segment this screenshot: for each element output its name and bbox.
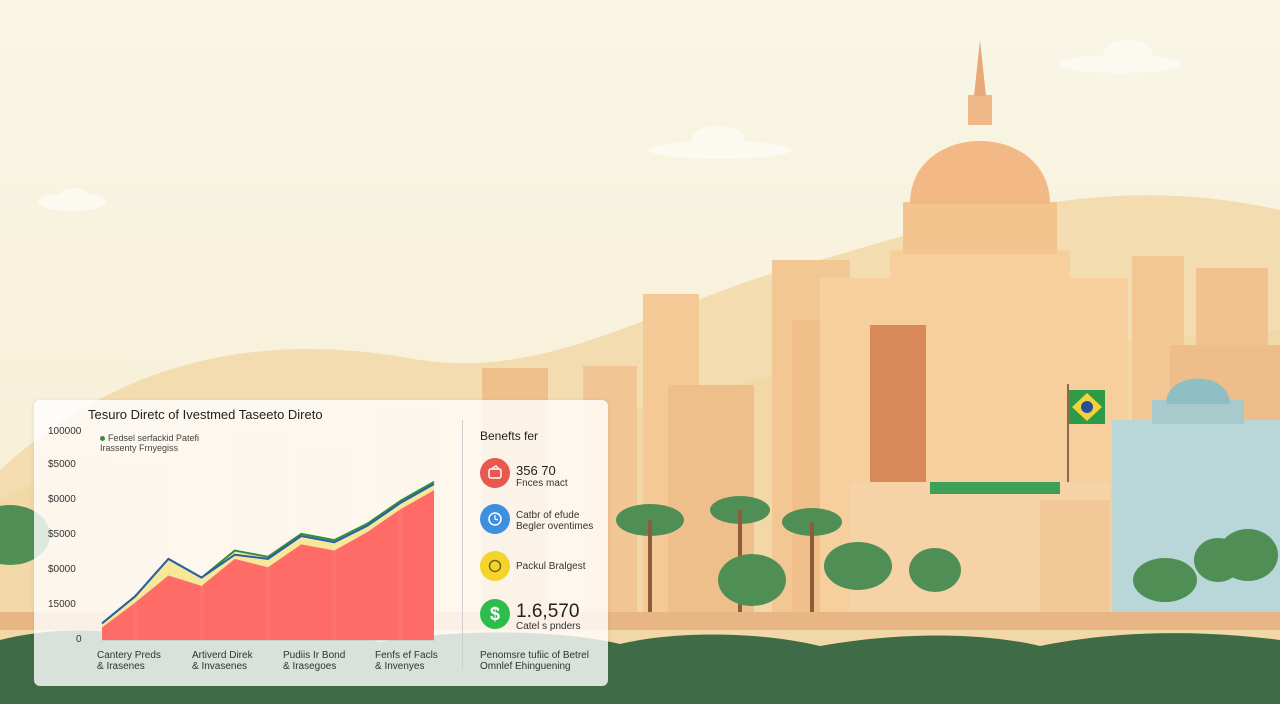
y-tick-label: $0000 xyxy=(48,494,76,505)
coin-icon xyxy=(480,551,510,581)
benefit-value: 356 70 xyxy=(516,463,556,478)
x-tick-label: Cantery Preds & Irasenes xyxy=(97,650,161,672)
grid-band xyxy=(133,432,138,640)
area-series xyxy=(102,490,434,640)
legend-text: Fedsel serfackid Patefi Irassenty Frnyeg… xyxy=(100,433,200,453)
brazil-flag xyxy=(1067,384,1105,490)
palace-building xyxy=(850,482,1110,622)
legend-marker xyxy=(100,436,105,441)
clock-icon xyxy=(480,504,510,534)
capitol-dome xyxy=(890,40,1070,282)
x-tick-label: Fenfs ef Facls & Invenyes xyxy=(375,650,438,672)
grid-band xyxy=(332,432,337,640)
investment-panel: Tesuro Diretc of Ivestmed Taseeto Direto… xyxy=(34,400,608,686)
wallet-icon xyxy=(480,458,510,488)
chart-title: Tesuro Diretc of Ivestmed Taseeto Direto xyxy=(88,407,323,422)
benefits-footnote: Penomsre tufiic of Betrel Omnlef Ehingue… xyxy=(480,650,589,672)
y-tick-label: $5000 xyxy=(48,459,76,470)
grid-band xyxy=(398,432,403,640)
series-line-2 xyxy=(101,483,435,625)
trees xyxy=(0,496,1278,618)
y-tick-label: $0000 xyxy=(48,564,76,575)
y-tick-label: 100000 xyxy=(48,426,82,437)
cloud xyxy=(38,40,1182,211)
y-tick-label: $5000 xyxy=(48,529,76,540)
benefit-label: Packul Bralgest xyxy=(516,561,586,572)
chart-legend: Fedsel serfackid Patefi Irassenty Frnyeg… xyxy=(100,433,199,453)
grid-band xyxy=(266,432,270,640)
dollar-icon: $ xyxy=(480,599,510,629)
benefit-value: 1.6,570 xyxy=(516,601,580,622)
benefit-label: Fnces mact xyxy=(516,478,568,489)
x-tick-label: Artiverd Direk & Invasenes xyxy=(192,650,253,672)
benefits-title: Benefts fer xyxy=(480,429,539,443)
benefit-label: Catbr of efude Begler oventimes xyxy=(516,510,594,532)
y-tick-label: 0 xyxy=(76,634,82,645)
panel-divider xyxy=(462,420,463,670)
benefit-label: Catel s pnders xyxy=(516,621,581,632)
grid-band xyxy=(199,432,204,640)
area-chart xyxy=(101,432,435,641)
x-tick-label: Pudiis Ir Bond & Irasegoes xyxy=(283,650,346,672)
y-tick-label: 15000 xyxy=(48,599,76,610)
